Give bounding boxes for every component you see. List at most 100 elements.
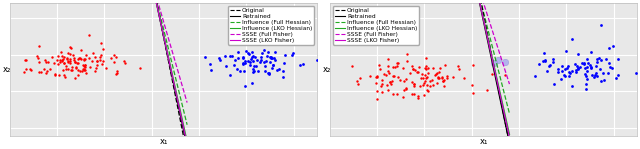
Point [556,78,566,80]
Point [579,61,589,64]
Point [540,60,550,62]
Point [79,65,89,67]
Point [409,83,419,85]
Point [581,75,591,77]
Point [62,57,72,60]
Point [468,63,478,66]
Point [26,69,36,71]
Point [433,71,444,73]
Point [233,57,243,59]
Point [482,89,492,92]
Point [66,46,76,49]
Point [544,65,554,67]
Point [263,51,273,54]
Point [264,71,274,74]
Point [598,72,608,74]
Point [268,64,278,66]
Point [250,56,260,58]
Point [530,75,540,77]
Point [613,58,623,60]
Point [248,55,259,58]
Point [408,68,418,70]
Point [79,58,90,61]
Point [415,85,425,87]
Point [91,66,101,69]
Point [53,63,63,65]
Point [80,58,90,60]
Point [88,52,98,54]
Point [63,51,73,54]
Point [405,72,415,74]
Point [438,80,448,82]
Point [613,74,623,76]
Point [111,73,121,75]
Point [50,72,60,75]
Point [420,67,431,69]
Point [586,67,596,69]
Point [398,96,408,98]
Point [387,93,397,95]
Point [383,89,393,91]
Point [607,67,617,69]
Point [388,75,398,77]
Point [260,65,271,67]
Point [98,60,108,63]
Point [428,66,438,69]
Point [44,60,54,63]
Point [442,75,452,77]
Point [264,73,275,75]
Point [227,55,237,57]
Point [566,38,577,40]
Point [77,67,88,70]
Point [377,91,387,93]
Point [377,83,387,85]
Point [214,57,225,60]
Point [586,66,596,69]
Point [65,46,75,48]
Point [39,67,49,70]
Point [205,63,215,66]
Point [249,70,259,72]
Point [421,65,431,67]
Point [73,62,83,64]
Point [593,57,604,60]
Point [261,59,271,62]
Point [374,64,384,66]
Point [567,84,577,87]
Point [80,66,90,68]
Point [388,75,399,78]
Point [563,65,573,68]
Point [267,57,277,59]
Point [235,70,245,73]
Point [438,80,448,82]
Point [65,53,75,55]
Point [278,70,288,73]
Point [255,61,265,63]
Point [237,63,248,66]
Point [21,59,31,61]
Point [252,59,262,61]
Point [433,76,443,78]
Point [200,56,211,58]
Point [221,65,231,67]
Point [56,60,67,63]
Point [454,68,464,70]
Point [592,74,602,77]
Point [486,73,497,75]
Point [417,72,428,75]
Point [248,60,258,62]
Point [398,67,408,70]
Point [47,56,58,59]
Point [42,70,52,73]
Point [401,59,412,62]
Point [592,58,602,60]
X-axis label: x₁: x₁ [159,137,168,146]
Point [106,57,116,59]
Point [436,75,447,78]
Point [74,58,84,60]
Point [401,78,412,80]
Point [562,67,572,69]
Point [595,59,605,62]
Point [420,57,431,60]
Point [269,51,280,53]
